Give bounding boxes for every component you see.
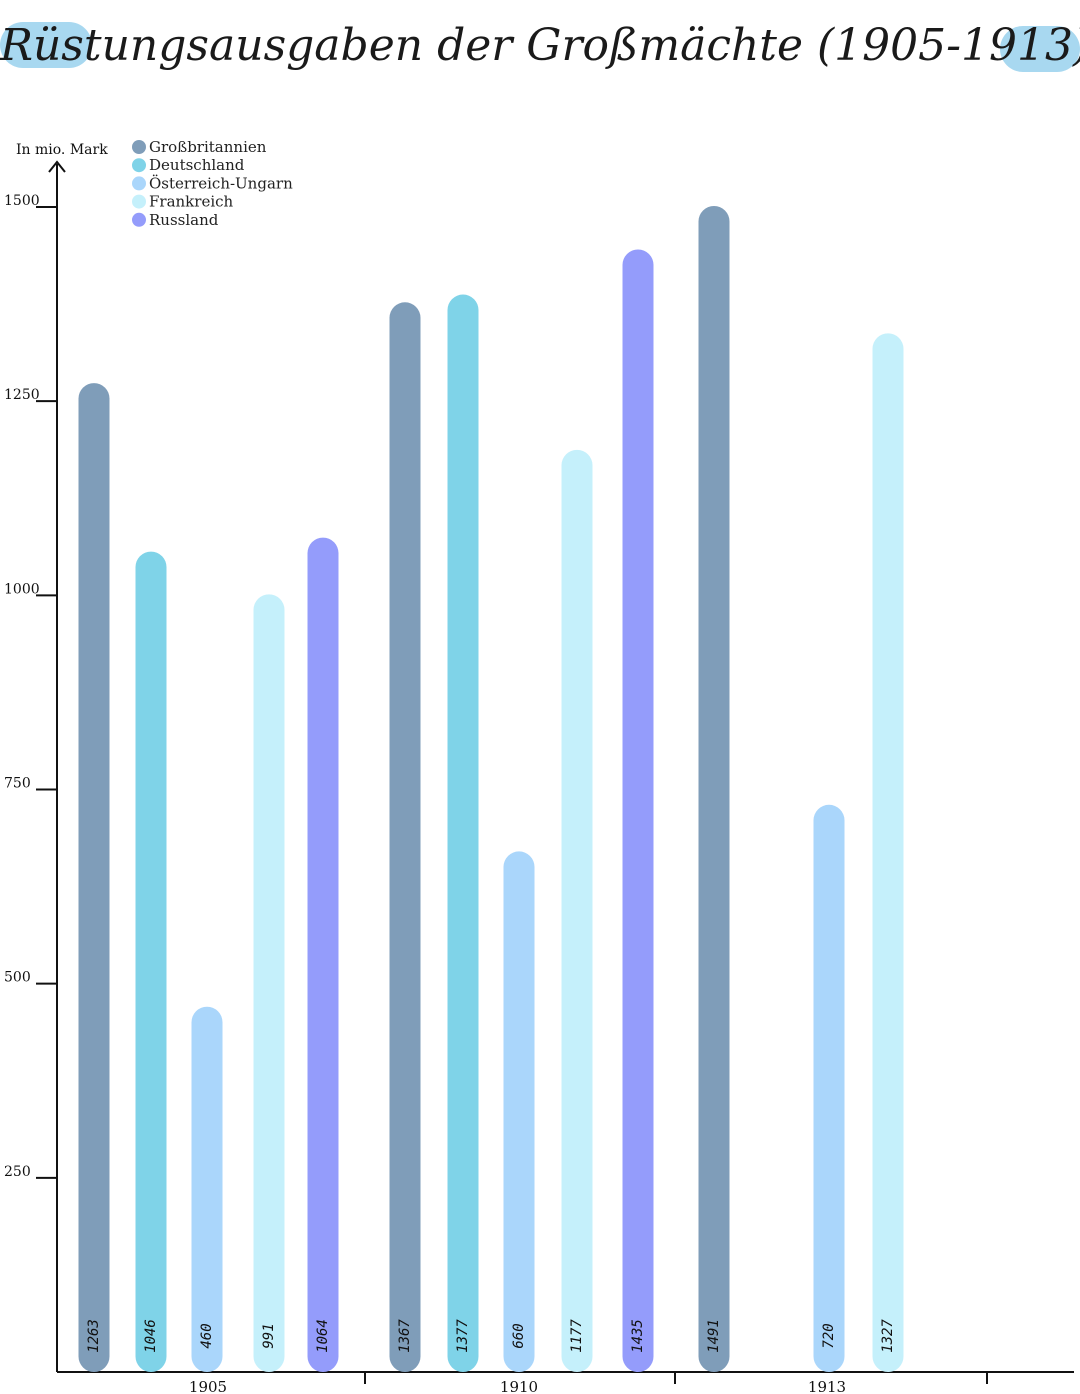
bar-1910-4: 1435 [622,249,654,1372]
legend: GroßbritannienDeutschlandÖsterreich-Unga… [132,138,293,229]
legend-marker-3 [132,194,146,209]
legend-label-2: Österreich-Ungarn [149,174,293,192]
axes [48,160,1074,1373]
legend-marker-1 [132,158,146,173]
y-tick-label-1000: 1000 [4,581,40,597]
bar-shape [447,294,479,1372]
bar-1913-3: 1327 [872,333,904,1373]
bar-value-label: 1377 [455,1319,471,1353]
bar-value-label: 1367 [397,1319,413,1353]
bar-value-label: 1177 [569,1319,585,1353]
bar-value-label: 660 [511,1323,527,1348]
bar-value-label: 991 [261,1323,277,1348]
bar-1913-0: 1491 [698,205,730,1373]
bar-1913-2: 720 [813,804,845,1372]
x-category-label-1905: 1905 [189,1378,227,1394]
bar-shape [813,804,845,1372]
x-ticks [364,1372,988,1384]
bar-shape [135,551,167,1372]
bar-shape [191,1006,223,1372]
legend-marker-0 [132,140,146,154]
y-tick-label-250: 250 [4,1164,31,1180]
legend-label-1: Deutschland [149,156,245,174]
bar-value-label: 720 [821,1323,837,1348]
bar-value-label: 1263 [86,1319,102,1353]
y-tick-label-500: 500 [4,970,31,986]
bar-value-label: 460 [199,1323,215,1348]
x-category-label-1910: 1910 [500,1378,538,1394]
bar-shape [622,249,654,1372]
bar-1910-2: 660 [503,851,535,1372]
bar-shape [78,383,110,1372]
bar-shape [872,333,904,1373]
legend-marker-2 [132,176,146,191]
title-blob-left [0,22,92,68]
bar-shape [307,537,339,1372]
legend-label-0: Großbritannien [149,138,267,156]
y-tick-label-1500: 1500 [4,193,40,209]
bar-1905-1: 1046 [135,551,167,1372]
y-tick-label-750: 750 [4,776,31,792]
bar-shape [503,851,535,1372]
bar-1905-0: 1263 [78,383,110,1372]
bar-value-label: 1327 [880,1319,896,1353]
bar-1905-4: 1064 [307,537,339,1372]
bars: 1263 1046 460 991 1064 1367 1377 660 1177 1435 149… [78,205,904,1373]
bar-value-label: 1435 [630,1319,646,1353]
legend-label-4: Russland [149,211,219,229]
bar-shape [389,302,421,1373]
bar-1905-2: 460 [191,1006,223,1372]
x-category-label-1913: 1913 [808,1378,846,1394]
y-axis-label: In mio. Mark [16,142,108,158]
bar-value-label: 1491 [706,1319,722,1353]
title-blob-right [1000,26,1080,72]
category-labels: 1905 1910 1913 [189,1378,846,1394]
y-tick-label-1250: 1250 [4,387,40,403]
title-banner: Rüstungsausgaben der Großmächte (1905-19… [0,20,1080,72]
legend-label-3: Frankreich [149,193,234,211]
bar-shape [561,449,593,1372]
bar-shape [253,594,285,1372]
bar-1910-3: 1177 [561,449,593,1372]
bar-1910-1: 1377 [447,294,479,1372]
legend-marker-4 [132,212,146,227]
bar-1910-0: 1367 [389,302,421,1373]
y-axis-arrow [48,160,66,173]
bar-value-label: 1064 [315,1319,331,1353]
bar-1905-3: 991 [253,594,285,1372]
chart-title: Rüstungsausgaben der Großmächte (1905-19… [0,20,1080,71]
bar-shape [698,205,730,1373]
y-ticks: 250 500 750 1000 1250 1500 [4,193,57,1180]
bar-value-label: 1046 [143,1319,159,1353]
